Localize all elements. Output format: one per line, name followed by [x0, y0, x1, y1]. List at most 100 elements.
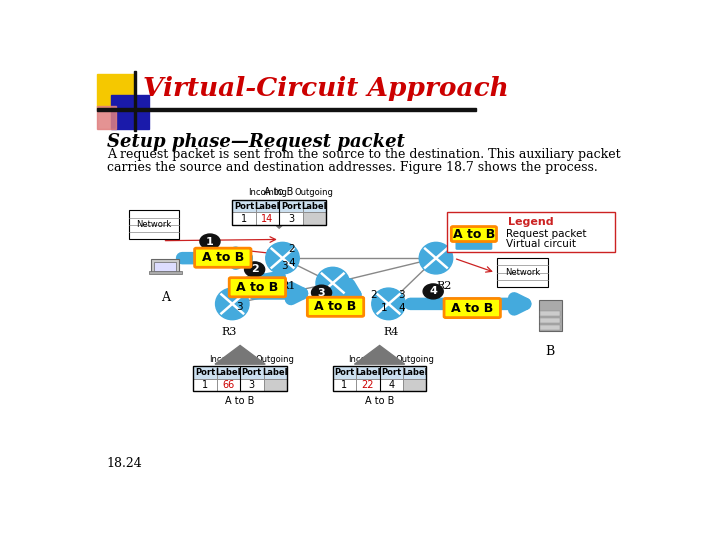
Bar — [279, 200, 302, 212]
Text: Request packet: Request packet — [505, 229, 586, 239]
Polygon shape — [215, 346, 265, 364]
Text: Outgoing: Outgoing — [295, 188, 334, 198]
FancyBboxPatch shape — [229, 278, 286, 297]
Bar — [96, 75, 135, 109]
FancyBboxPatch shape — [456, 239, 492, 250]
Bar — [233, 212, 256, 225]
Circle shape — [423, 284, 444, 299]
Text: A to B: A to B — [225, 396, 255, 406]
Text: Label: Label — [302, 201, 327, 211]
Text: Virtual circuit: Virtual circuit — [505, 239, 576, 249]
Bar — [333, 379, 356, 391]
Text: Legend: Legend — [508, 217, 554, 227]
Text: 4: 4 — [289, 258, 295, 268]
Text: Label: Label — [215, 368, 241, 377]
Bar — [264, 379, 287, 391]
Bar — [540, 318, 560, 323]
Bar — [240, 366, 264, 379]
Text: Label: Label — [263, 368, 288, 377]
Text: Port: Port — [234, 201, 254, 211]
Text: 18.24: 18.24 — [107, 457, 143, 470]
Text: 4: 4 — [388, 380, 395, 390]
Text: Network: Network — [137, 220, 172, 230]
Text: A to B: A to B — [202, 251, 244, 264]
Text: A to B: A to B — [236, 281, 279, 294]
Bar — [302, 200, 326, 212]
Ellipse shape — [266, 242, 300, 274]
Bar — [233, 200, 326, 225]
Text: 1: 1 — [241, 214, 247, 224]
Text: Outgoing: Outgoing — [256, 355, 294, 364]
Text: 14: 14 — [261, 214, 274, 224]
Text: Incoming: Incoming — [348, 355, 387, 364]
FancyBboxPatch shape — [307, 297, 364, 316]
Text: Port: Port — [281, 201, 301, 211]
Text: A request packet is sent from the source to the destination. This auxiliary pack: A request packet is sent from the source… — [107, 148, 621, 161]
Text: Port: Port — [334, 368, 354, 377]
Text: A to B: A to B — [264, 187, 294, 197]
Text: 1: 1 — [202, 380, 208, 390]
Text: A to B: A to B — [365, 396, 395, 406]
Bar — [96, 107, 476, 111]
Text: R3: R3 — [222, 327, 237, 337]
Text: 3: 3 — [318, 288, 325, 298]
Text: 2: 2 — [235, 289, 241, 299]
Polygon shape — [354, 346, 405, 364]
Text: Incoming: Incoming — [248, 188, 287, 198]
Bar — [217, 379, 240, 391]
Text: Setup phase—Request packet: Setup phase—Request packet — [107, 133, 405, 151]
Bar — [540, 312, 560, 316]
Ellipse shape — [316, 267, 349, 299]
Text: B: B — [546, 346, 555, 359]
Bar — [233, 200, 256, 212]
Bar — [447, 212, 615, 252]
Bar — [256, 212, 279, 225]
Bar — [379, 366, 403, 379]
Bar — [302, 212, 326, 225]
Text: 3: 3 — [248, 380, 255, 390]
Text: R4: R4 — [384, 327, 399, 337]
Text: Label: Label — [255, 201, 280, 211]
Circle shape — [312, 285, 332, 300]
Bar — [333, 366, 426, 391]
Bar — [193, 379, 217, 391]
Bar — [403, 379, 426, 391]
Bar — [193, 366, 287, 391]
Ellipse shape — [372, 288, 405, 320]
Bar — [540, 325, 560, 329]
Text: A: A — [161, 292, 170, 305]
Text: 1: 1 — [341, 380, 348, 390]
Text: 22: 22 — [361, 380, 374, 390]
Text: A to B: A to B — [315, 300, 356, 313]
Text: R5: R5 — [335, 306, 351, 316]
Bar — [379, 379, 403, 391]
Bar — [333, 366, 356, 379]
FancyBboxPatch shape — [451, 227, 497, 241]
Circle shape — [245, 262, 265, 277]
Bar — [539, 300, 562, 331]
Text: carries the source and destination addresses. Figure 18.7 shows the process.: carries the source and destination addre… — [107, 161, 598, 174]
Text: 2: 2 — [289, 244, 295, 254]
Bar — [356, 379, 379, 391]
Bar — [240, 379, 264, 391]
Text: Port: Port — [381, 368, 402, 377]
Bar — [403, 366, 426, 379]
Text: 2: 2 — [251, 265, 258, 274]
Text: 3: 3 — [288, 214, 294, 224]
Text: 1: 1 — [381, 303, 387, 313]
Bar — [279, 212, 302, 225]
Bar — [133, 71, 136, 131]
Text: Port: Port — [195, 368, 215, 377]
Ellipse shape — [215, 288, 249, 320]
Text: Network: Network — [505, 268, 540, 277]
Bar — [193, 366, 217, 379]
Bar — [217, 366, 240, 379]
Text: R1: R1 — [280, 281, 296, 291]
Text: 3: 3 — [236, 302, 243, 312]
Text: 2: 2 — [370, 290, 377, 300]
Text: 3: 3 — [281, 261, 287, 271]
Text: 1: 1 — [206, 237, 214, 247]
Bar — [498, 258, 547, 287]
Bar — [96, 106, 116, 129]
Text: R2: R2 — [436, 281, 452, 291]
